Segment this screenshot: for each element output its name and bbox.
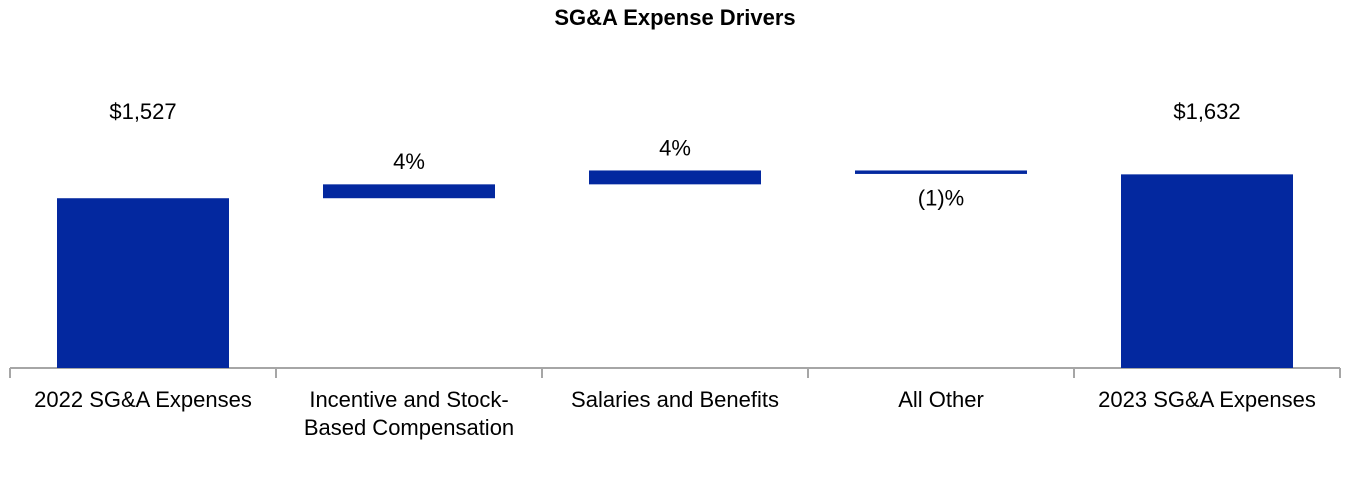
bar bbox=[855, 170, 1027, 174]
bar bbox=[589, 170, 761, 185]
value-label: 4% bbox=[659, 135, 691, 160]
chart-title: SG&A Expense Drivers bbox=[554, 5, 795, 30]
bar bbox=[1121, 174, 1293, 368]
x-tick-label: Incentive and Stock-Based Compensation bbox=[303, 387, 515, 440]
value-label: 4% bbox=[393, 149, 425, 174]
value-label: (1)% bbox=[918, 186, 964, 211]
bar bbox=[323, 184, 495, 199]
x-tick-label: 2023 SG&A Expenses bbox=[1098, 387, 1316, 412]
x-tick-label: 2022 SG&A Expenses bbox=[34, 387, 252, 412]
x-tick-label: All Other bbox=[898, 387, 984, 412]
value-label: $1,632 bbox=[1173, 99, 1240, 124]
bar bbox=[57, 198, 229, 368]
x-tick-label: Salaries and Benefits bbox=[571, 387, 779, 412]
value-label: $1,527 bbox=[109, 99, 176, 124]
